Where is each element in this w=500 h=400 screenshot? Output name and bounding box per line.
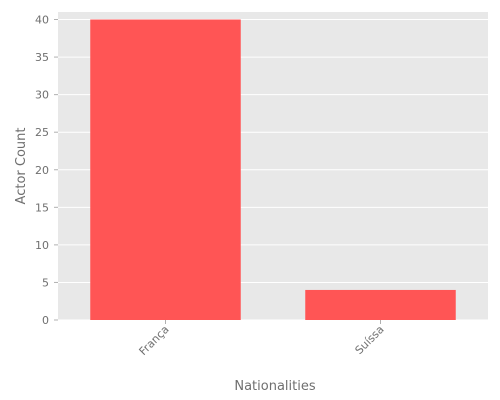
- bars: [90, 19, 456, 320]
- x-tick-label: França: [137, 323, 172, 358]
- bar-1: [90, 19, 241, 320]
- x-tick-label: Suíssa: [353, 323, 387, 357]
- x-axis-ticks: França Suíssa: [137, 320, 387, 358]
- y-tick-label: 35: [35, 51, 49, 64]
- y-tick-label: 5: [42, 276, 49, 289]
- x-axis-title: Nationalities: [234, 379, 315, 394]
- y-tick-label: 0: [42, 314, 49, 327]
- y-tick-label: 40: [35, 14, 49, 27]
- y-tick-label: 15: [35, 201, 49, 214]
- y-axis-title: Actor Count: [14, 128, 29, 205]
- y-axis-ticks: 0 5 10 15 20 25 30 35 40: [35, 14, 58, 327]
- y-tick-label: 30: [35, 89, 49, 102]
- y-tick-label: 25: [35, 126, 49, 139]
- y-tick-label: 20: [35, 164, 49, 177]
- bar-2: [305, 289, 456, 320]
- y-tick-label: 10: [35, 239, 49, 252]
